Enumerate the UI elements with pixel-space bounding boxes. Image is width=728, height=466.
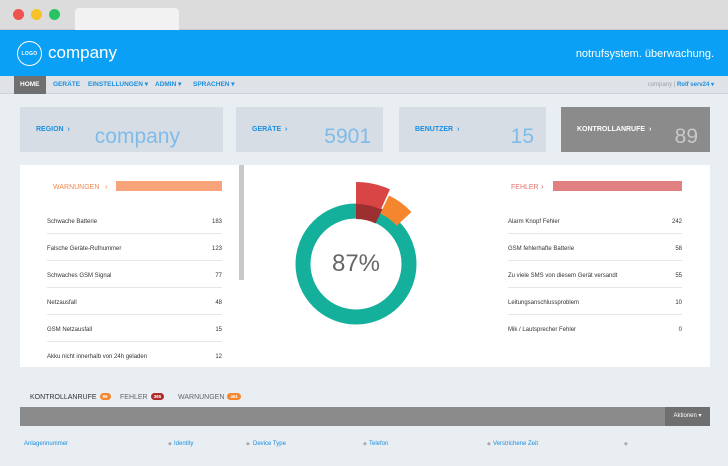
- card-label: GERÄTE ›: [252, 126, 288, 133]
- user-menu[interactable]: company | Rolf serv24 ▾: [647, 82, 714, 88]
- nav-einstellungen[interactable]: EINSTELLUNGEN ▾: [88, 81, 148, 88]
- sort-icon[interactable]: ◆: [246, 441, 250, 447]
- list-item[interactable]: GSM fehlerhafte Batterie 58: [508, 234, 682, 261]
- app-header: LOGO company notrufsystem. überwachung.: [0, 30, 728, 76]
- column-header-device-type[interactable]: Device Type: [253, 441, 286, 447]
- errors-title: FEHLER: [511, 184, 539, 191]
- errors-bar: [553, 181, 682, 191]
- list-item[interactable]: Zu viele SMS von diesem Gerät versandt 55: [508, 261, 682, 288]
- donut-segment-orange: [380, 195, 412, 226]
- table-toolbar: Aktionen ▾: [20, 407, 710, 426]
- list-item[interactable]: Netzausfall 48: [47, 288, 222, 315]
- tab-kontrollanrufe[interactable]: KONTROLLANRUFE 89: [30, 393, 111, 401]
- card-benutzer[interactable]: BENUTZER › 15: [399, 107, 546, 152]
- list-item[interactable]: Schwaches GSM Signal 77: [47, 261, 222, 288]
- brand-name: company: [48, 43, 117, 62]
- logo-text: LOGO: [21, 50, 38, 57]
- sort-icon[interactable]: ◆: [168, 441, 172, 447]
- nav-home[interactable]: HOME: [14, 76, 46, 94]
- count-badge: 89: [99, 393, 111, 400]
- card-region[interactable]: REGION › company: [20, 107, 223, 152]
- maximize-window-icon[interactable]: [49, 9, 60, 20]
- tab-fehler[interactable]: FEHLER 365: [120, 393, 165, 401]
- main-nav: HOME GERÄTE EINSTELLUNGEN ▾ ADMIN ▾ SPRA…: [0, 76, 728, 94]
- card-label: KONTROLLANRUFE ›: [577, 126, 652, 133]
- card-value: 5901: [324, 125, 371, 148]
- card-geraete[interactable]: GERÄTE › 5901: [236, 107, 383, 152]
- nav-sprachen[interactable]: SPRACHEN ▾: [193, 81, 235, 88]
- warnings-title: WARNUNGEN: [53, 184, 100, 191]
- count-badge: 365: [150, 393, 165, 400]
- warnings-scrollbar[interactable]: [239, 165, 244, 280]
- column-header-anlagennummer[interactable]: Anlagennummer: [24, 441, 69, 447]
- list-item[interactable]: Mik / Lautsprecher Fehler 0: [508, 327, 682, 333]
- column-header-verstrichene-zeit[interactable]: Verstrichene Zeit: [493, 441, 539, 447]
- card-label: REGION ›: [36, 126, 70, 133]
- nav-company: company: [647, 82, 673, 88]
- chevron-right-icon: ›: [105, 182, 108, 191]
- card-label: BENUTZER ›: [415, 126, 460, 133]
- chevron-right-icon: ›: [541, 182, 544, 191]
- card-value: 15: [510, 125, 534, 148]
- donut-segment-darkred: [356, 203, 383, 224]
- tagline: notrufsystem. überwachung.: [575, 48, 714, 60]
- warnings-bar: [116, 181, 222, 191]
- donut-percent-label: 87%: [331, 250, 381, 277]
- count-badge: 461: [227, 393, 241, 400]
- nav-geraete[interactable]: GERÄTE: [53, 81, 81, 88]
- card-kontrollanrufe[interactable]: KONTROLLANRUFE › 89: [561, 107, 710, 152]
- logo[interactable]: LOGO: [17, 41, 42, 66]
- sort-icon[interactable]: ◆: [487, 441, 491, 447]
- column-header-telefon[interactable]: Telefon: [369, 441, 389, 447]
- list-item[interactable]: GSM Netzausfall 15: [47, 315, 222, 342]
- list-item[interactable]: Leitungsanschlussproblem 10: [508, 288, 682, 315]
- nav-admin[interactable]: ADMIN ▾: [155, 81, 182, 88]
- tab-warnungen[interactable]: WARNUNGEN 461: [178, 393, 241, 401]
- sort-icon[interactable]: ◆: [624, 441, 628, 447]
- list-item[interactable]: Akku nicht innerhalb von 24h geladen 12: [47, 354, 222, 360]
- close-window-icon[interactable]: [13, 9, 24, 20]
- actions-dropdown[interactable]: Aktionen ▾: [665, 407, 710, 426]
- card-value: 89: [674, 125, 698, 148]
- status-donut-chart: [295, 182, 417, 325]
- list-item[interactable]: Schwache Batterie 183: [47, 207, 222, 234]
- browser-tab[interactable]: [75, 8, 179, 30]
- card-value: company: [94, 125, 180, 148]
- list-item[interactable]: Alarm Knopf Fehler 242: [508, 207, 682, 234]
- sort-icon[interactable]: ◆: [363, 441, 367, 447]
- minimize-window-icon[interactable]: [31, 9, 42, 20]
- nav-username: Rolf serv24 ▾: [676, 82, 714, 88]
- donut-segment-red: [356, 182, 390, 210]
- list-item[interactable]: Falsche Geräte-Rufnummer 123: [47, 234, 222, 261]
- column-header-identity[interactable]: Identity: [174, 441, 194, 447]
- browser-chrome: [0, 0, 728, 30]
